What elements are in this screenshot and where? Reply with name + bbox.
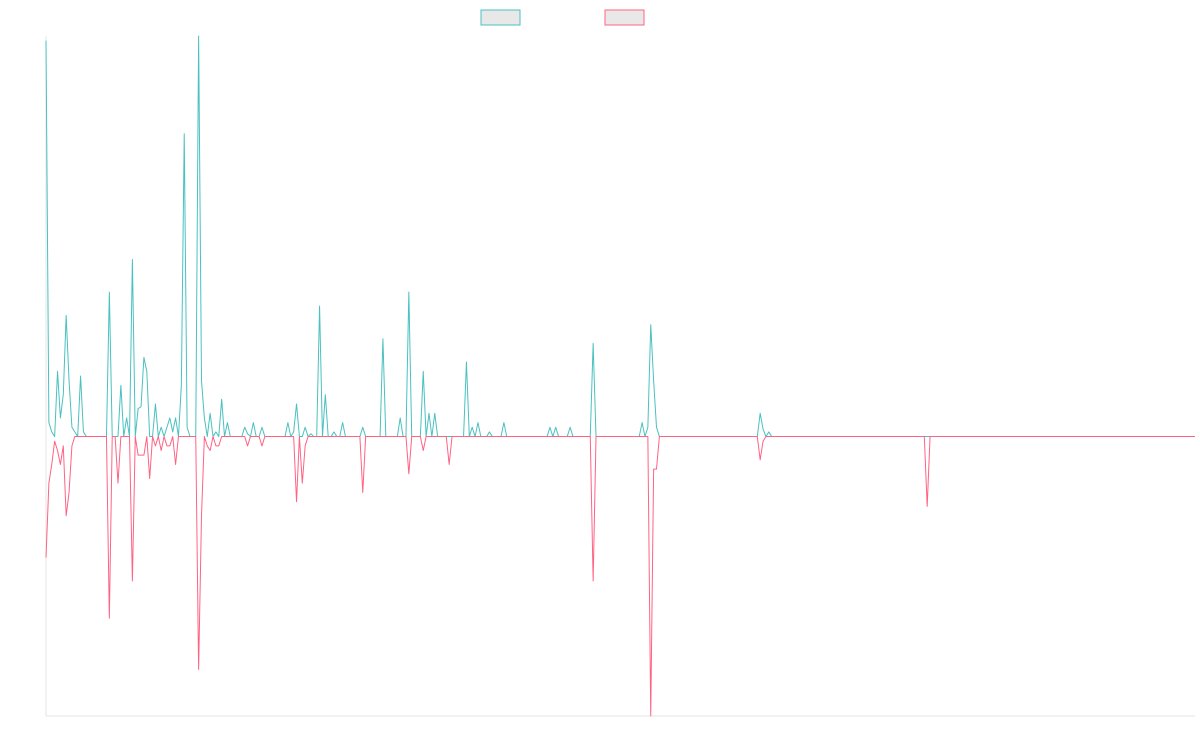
legend[interactable] [480, 9, 645, 26]
legend-swatch-1[interactable] [480, 9, 521, 26]
series-line-1 [45, 35, 1195, 438]
legend-swatch-2[interactable] [604, 9, 645, 26]
series-line-2 [45, 436, 1195, 717]
series-group [45, 35, 1195, 717]
